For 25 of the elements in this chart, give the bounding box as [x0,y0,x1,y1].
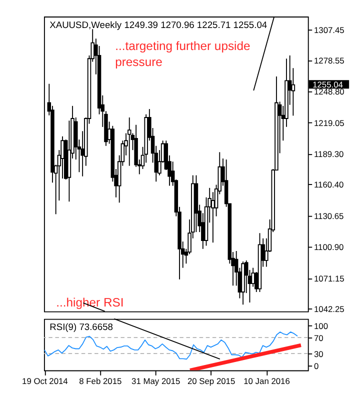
candlestick [128,117,132,166]
annotation: ...higher RSI [56,296,124,310]
y-tick-label: 1189.30 [314,149,344,160]
y-tick-label: 1042.25 [314,304,345,314]
y-tick-label: 0 [314,360,319,371]
x-tick-label: 20 Sep 2015 [187,376,236,386]
line-series [44,332,298,360]
annotation: ...targeting further upside pressure [115,39,250,70]
chart-title: XAUUSD,Weekly 1249.39 1270.96 1225.71 1255.04 [50,20,268,30]
y-tick-label: 100 [314,320,328,331]
y-tick-label: 30 [314,348,324,359]
x-tick-label: 8 Feb 2015 [79,376,122,386]
x-tick-label: 10 Jan 2016 [244,376,290,386]
chart-title: RSI(9) 73.6658 [50,322,113,332]
y-tick-label: 1307.45 [314,25,345,36]
x-tick-label: 31 May 2015 [132,376,180,386]
y-tick-label: 1100.90 [314,242,344,252]
y-tick-label: 1130.65 [314,210,344,221]
candlestick [211,192,215,244]
y-tick-label: 1278.55 [314,55,345,66]
x-tick-label: 19 Oct 2014 [22,376,68,386]
y-tick-label: 1160.40 [314,180,344,190]
y-tick-label: 1071.15 [314,273,345,284]
y-tick-label: 1219.05 [314,118,345,128]
y-tick-label: 70 [314,332,324,343]
